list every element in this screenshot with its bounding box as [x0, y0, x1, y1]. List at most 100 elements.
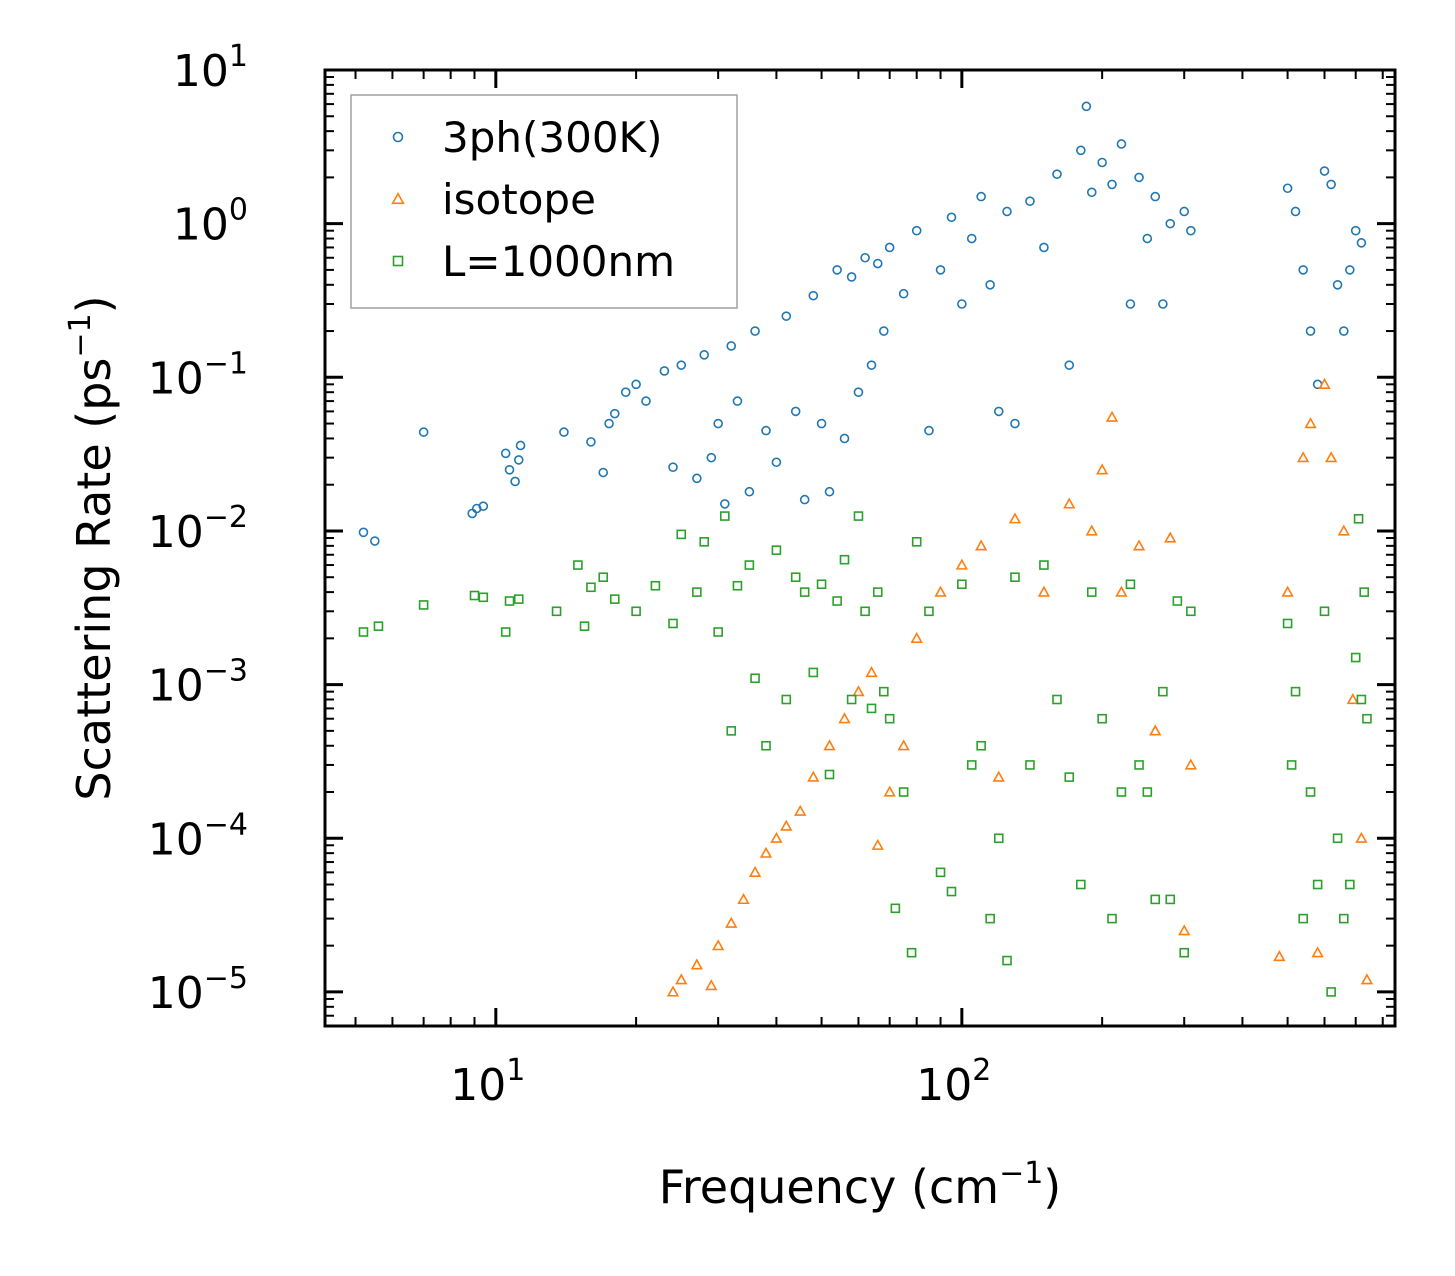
data-point — [370, 536, 380, 546]
data-point — [1107, 179, 1117, 190]
data-point — [839, 433, 850, 444]
data-point — [985, 913, 995, 924]
y-tick-label: 101 — [173, 39, 248, 97]
data-point — [759, 846, 773, 858]
legend-entry: 3ph(300K) — [392, 113, 662, 162]
data-point — [935, 867, 946, 878]
data-point — [860, 606, 870, 617]
data-point — [1298, 265, 1308, 275]
data-point — [1298, 913, 1308, 924]
data-point — [911, 225, 922, 236]
legend-label: L=1000nm — [442, 237, 675, 286]
data-point — [1319, 166, 1330, 176]
data-point — [504, 465, 515, 475]
data-point — [676, 529, 687, 540]
data-point — [976, 740, 986, 751]
data-point — [720, 511, 730, 521]
data-point — [1305, 787, 1316, 797]
data-point — [705, 979, 718, 991]
data-point — [1095, 463, 1109, 475]
data-point — [771, 457, 782, 468]
data-point — [1052, 694, 1062, 705]
data-point — [799, 494, 810, 505]
data-point — [732, 396, 743, 406]
data-point — [1039, 560, 1049, 570]
data-point — [1359, 587, 1369, 597]
data-point — [1350, 652, 1361, 663]
series-1 — [666, 377, 1374, 997]
data-point — [1165, 894, 1176, 905]
data-point — [1010, 418, 1020, 429]
data-point — [1037, 585, 1051, 597]
data-point — [846, 694, 857, 705]
data-point — [1332, 279, 1343, 290]
data-point — [1008, 512, 1022, 524]
data-point — [579, 621, 590, 631]
data-point — [750, 673, 760, 684]
data-point — [551, 606, 562, 617]
data-point — [692, 473, 702, 484]
data-point — [1010, 572, 1020, 583]
data-point — [1063, 497, 1076, 509]
data-point — [692, 587, 702, 597]
data-point — [898, 288, 909, 299]
x-axis-label: Frequency (cm−1) — [659, 1156, 1062, 1214]
y-tick-label: 10−1 — [148, 346, 248, 404]
data-point — [1097, 713, 1107, 724]
data-point — [808, 290, 819, 301]
data-point — [510, 476, 520, 487]
data-point — [781, 311, 792, 321]
data-point — [866, 703, 877, 714]
data-point — [957, 579, 967, 590]
data-point — [872, 587, 883, 597]
data-point — [609, 594, 620, 604]
data-point — [604, 418, 614, 429]
data-point — [515, 440, 526, 451]
data-point — [676, 360, 687, 370]
data-point — [631, 606, 641, 617]
data-point — [713, 418, 723, 429]
data-point — [780, 819, 793, 831]
data-point — [586, 437, 596, 447]
data-point — [816, 579, 827, 590]
data-point — [794, 804, 807, 816]
data-point — [609, 408, 620, 419]
data-point — [478, 592, 489, 603]
data-point — [946, 212, 957, 223]
data-point — [838, 712, 851, 724]
legend-marker — [392, 255, 404, 267]
data-point — [1345, 879, 1355, 890]
data-point — [853, 511, 864, 521]
data-point — [1353, 513, 1364, 524]
data-point — [358, 527, 369, 538]
y-tick-label: 100 — [173, 193, 248, 251]
data-point — [1142, 787, 1153, 797]
data-point — [1282, 183, 1293, 194]
data-point — [884, 242, 895, 253]
data-point — [641, 396, 651, 406]
data-point — [878, 326, 889, 336]
series-2 — [358, 511, 1372, 997]
data-point — [897, 739, 910, 751]
data-point — [1282, 618, 1293, 629]
data-point — [1337, 524, 1350, 536]
data-point — [808, 667, 819, 678]
data-point — [781, 694, 792, 705]
data-point — [373, 621, 384, 631]
data-point — [1125, 579, 1136, 590]
data-point — [966, 233, 977, 244]
data-point — [1326, 987, 1336, 997]
data-point — [1165, 218, 1176, 229]
data-point — [586, 582, 596, 593]
data-point — [871, 838, 884, 850]
data-point — [559, 427, 569, 437]
data-point — [1064, 772, 1075, 782]
data-point — [993, 833, 1004, 844]
data-point — [976, 191, 986, 202]
data-point — [1142, 233, 1153, 244]
data-point — [974, 539, 988, 551]
y-tick-label: 10−5 — [148, 961, 248, 1019]
data-point — [1134, 172, 1144, 183]
data-point — [1273, 950, 1286, 962]
